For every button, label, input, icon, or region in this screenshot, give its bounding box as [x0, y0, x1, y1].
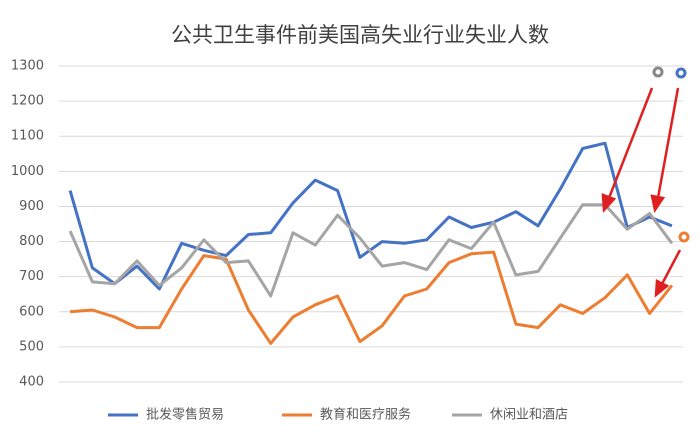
y-tick-label: 1200 [11, 94, 44, 109]
y-tick-label: 1300 [11, 59, 44, 74]
y-tick-label: 600 [19, 304, 44, 319]
arrow-head [654, 279, 670, 298]
data-line [68, 203, 674, 298]
arrow [660, 249, 682, 285]
y-tick-label: 1100 [11, 129, 44, 144]
chart-title: 公共卫生事件前美国高失业行业失业人数 [171, 23, 549, 47]
data-line [69, 250, 674, 345]
marker-circle [678, 231, 690, 243]
marker-circle [652, 66, 664, 78]
arrow [656, 87, 680, 199]
legend-label: 教育和医疗服务 [320, 407, 411, 423]
legend-label: 休闲业和酒店 [490, 408, 568, 423]
y-tick-label: 400 [19, 375, 44, 390]
marker-circle [675, 67, 687, 79]
arrow-head [650, 194, 666, 214]
y-tick-label: 800 [19, 234, 44, 249]
y-tick-label: 1000 [11, 164, 44, 179]
plot-area: 400 500 600 700 800 900 1000 1100 1200 1300 批发零售贸易… [11, 59, 683, 423]
arrow [607, 87, 654, 199]
y-tick-label: 700 [19, 269, 44, 284]
y-tick-label: 500 [19, 339, 44, 354]
data-line [68, 141, 673, 291]
annotations [601, 66, 690, 298]
legend-label: 批发零售贸易 [146, 407, 224, 423]
arrow-head [601, 193, 617, 214]
y-tick-label: 900 [19, 199, 44, 214]
